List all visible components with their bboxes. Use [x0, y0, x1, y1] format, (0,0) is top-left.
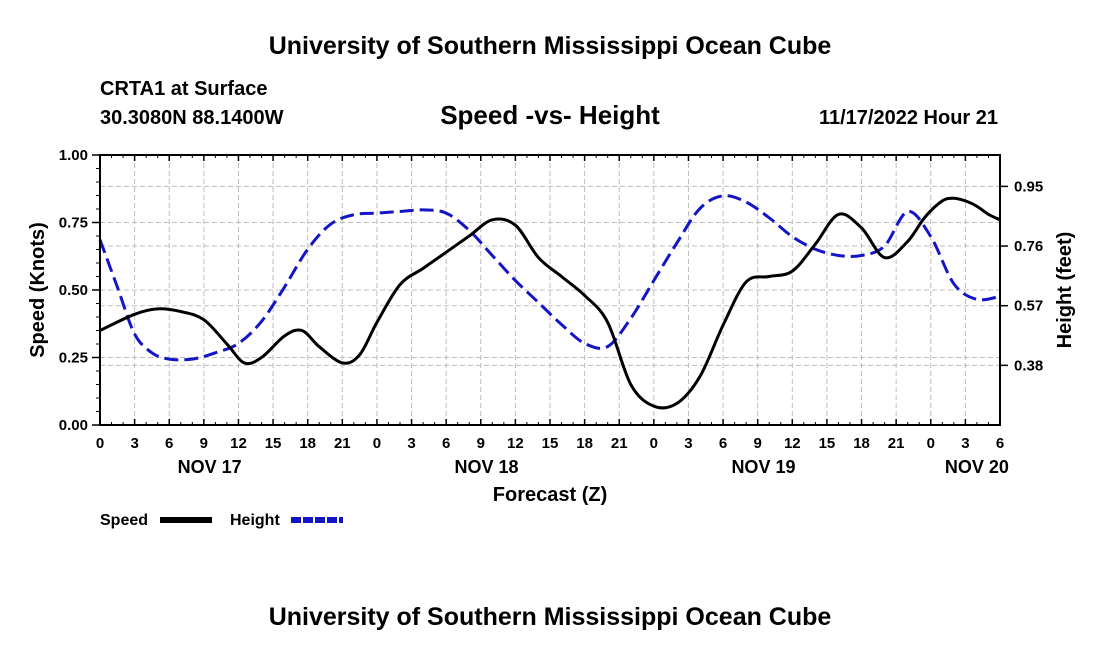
y-tick-label: 0.25: [59, 350, 88, 367]
x-tick-label: 6: [996, 435, 1004, 452]
x-tick-label: 15: [265, 435, 282, 452]
x-tick-label: 3: [407, 435, 415, 452]
page-title: University of Southern Mississippi Ocean…: [269, 32, 832, 60]
y2-tick-label: 0.57: [1014, 298, 1043, 315]
x-tick-label: 15: [542, 435, 559, 452]
x-tick-label: 0: [927, 435, 935, 452]
legend: Speed Height: [100, 512, 343, 529]
axis-ticks: 0 3 6 9 12 15 18 21 0 3 6 9 12 15 18 21 0 3 6 9 12 15 18 21 0 3 6N…: [59, 147, 1043, 477]
x-tick-label: 3: [684, 435, 692, 452]
x-tick-label: 21: [888, 435, 905, 452]
station-coords: 30.3080N 88.1400W: [100, 107, 284, 129]
x-tick-label: 18: [576, 435, 593, 452]
x-tick-label: 15: [819, 435, 836, 452]
y-tick-label: 0.00: [59, 417, 88, 434]
forecast-datetime: 11/17/2022 Hour 21: [819, 107, 998, 129]
station-name: CRTA1 at Surface: [100, 78, 267, 100]
x-tick-label: 0: [96, 435, 104, 452]
y2-axis-label: Height (feet): [1054, 232, 1076, 349]
series-layer: [98, 194, 1001, 410]
x-axis-label: Forecast (Z): [493, 484, 607, 506]
x-tick-label: 21: [334, 435, 351, 452]
x-tick-label: 9: [200, 435, 208, 452]
x-tick-label: 18: [299, 435, 316, 452]
x-tick-label: 6: [442, 435, 450, 452]
x-tick-label: 6: [165, 435, 173, 452]
x-tick-label: 3: [130, 435, 138, 452]
y-axis-label: Speed (Knots): [27, 222, 49, 358]
x-tick-label: 12: [784, 435, 801, 452]
x-day-label: NOV 18: [455, 457, 519, 477]
x-day-label: NOV 19: [731, 457, 795, 477]
x-tick-label: 0: [373, 435, 381, 452]
y2-tick-label: 0.95: [1014, 178, 1043, 195]
x-tick-label: 18: [853, 435, 870, 452]
x-tick-label: 3: [961, 435, 969, 452]
grid: [100, 155, 1000, 425]
x-day-label: NOV 17: [178, 457, 242, 477]
footer-title: University of Southern Mississippi Ocean…: [269, 603, 832, 631]
legend-label-height: Height: [230, 512, 280, 529]
x-tick-label: 6: [719, 435, 727, 452]
x-tick-label: 9: [754, 435, 762, 452]
x-tick-label: 9: [477, 435, 485, 452]
y2-tick-label: 0.38: [1014, 357, 1043, 374]
x-tick-label: 0: [650, 435, 658, 452]
y-tick-label: 0.50: [59, 282, 88, 299]
height-series-line: [98, 194, 1001, 362]
x-tick-label: 21: [611, 435, 628, 452]
x-day-label: NOV 20: [945, 457, 1009, 477]
x-tick-label: 12: [230, 435, 247, 452]
y-tick-label: 0.75: [59, 215, 88, 232]
y-tick-label: 1.00: [59, 147, 88, 164]
chart-title: Speed -vs- Height: [440, 100, 660, 130]
speed-series-line: [99, 196, 1001, 410]
x-tick-label: 12: [507, 435, 524, 452]
legend-label-speed: Speed: [100, 512, 148, 529]
y2-tick-label: 0.76: [1014, 238, 1043, 255]
